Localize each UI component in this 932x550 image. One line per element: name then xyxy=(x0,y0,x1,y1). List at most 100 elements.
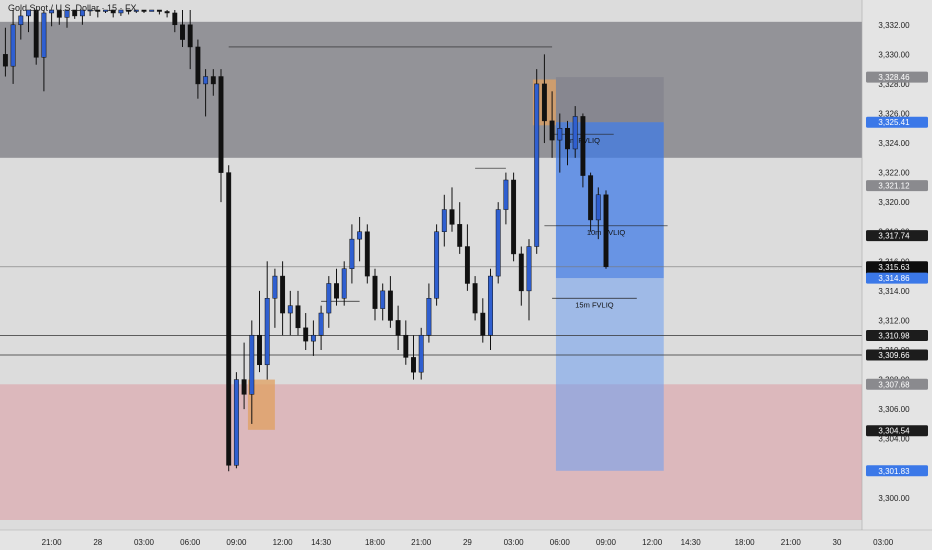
candle xyxy=(110,9,116,18)
candle-body xyxy=(118,9,124,14)
y-tick-label: 3,312.00 xyxy=(878,316,910,325)
price-label-badge xyxy=(866,349,928,361)
x-tick-label: 03:00 xyxy=(504,538,525,547)
price-label-text: 3,307.68 xyxy=(878,380,910,389)
price-label-badge xyxy=(866,180,928,192)
candle xyxy=(241,342,247,410)
lower-demand-zone xyxy=(0,384,862,520)
candle-body xyxy=(395,320,401,336)
candle xyxy=(303,313,309,350)
candle xyxy=(141,9,147,13)
candle-body xyxy=(2,54,8,67)
stop-extension-box xyxy=(555,77,664,123)
candle xyxy=(180,10,185,47)
candle-body xyxy=(411,357,416,373)
candle xyxy=(403,320,409,365)
candle xyxy=(488,268,493,350)
y-tick-label: 3,328.00 xyxy=(878,80,910,89)
x-tick-label: 28 xyxy=(93,538,102,547)
y-tick-label: 3,300.00 xyxy=(878,494,910,503)
candle xyxy=(133,9,139,13)
candle xyxy=(95,9,101,18)
candle-body xyxy=(441,209,447,232)
price-label-text: 3,309.66 xyxy=(878,351,910,360)
x-tick-label: 30 xyxy=(833,538,842,547)
candle xyxy=(318,305,324,350)
candle-body xyxy=(387,290,393,321)
candle xyxy=(541,54,547,144)
y-tick-label: 3,330.00 xyxy=(878,50,910,59)
candle xyxy=(603,190,609,269)
candle-body xyxy=(310,334,316,342)
price-label-badge xyxy=(866,425,928,437)
candle xyxy=(233,372,239,469)
candle-body xyxy=(41,12,47,58)
y-tick-label: 3,326.00 xyxy=(878,109,910,118)
candle xyxy=(280,261,286,336)
candle xyxy=(480,298,486,343)
candle xyxy=(226,165,232,472)
candle-body xyxy=(503,179,509,210)
price-label-text: 3,325.41 xyxy=(878,118,910,127)
x-tick-label: 06:00 xyxy=(180,538,201,547)
candle xyxy=(64,9,70,28)
candle xyxy=(295,290,301,336)
candle-body xyxy=(164,11,170,14)
stop-loss-box xyxy=(555,122,664,279)
candle-body xyxy=(480,312,486,336)
candle xyxy=(218,69,224,203)
candle xyxy=(103,9,108,13)
candle-body xyxy=(565,128,570,150)
candle-body xyxy=(426,298,432,336)
candle-body xyxy=(26,9,31,17)
candle-body xyxy=(141,9,147,12)
x-tick-label: 09:00 xyxy=(226,538,247,547)
candle-body xyxy=(595,194,601,221)
candle-body xyxy=(203,76,209,85)
candle xyxy=(56,9,62,25)
price-label-badge xyxy=(866,378,928,390)
candle xyxy=(49,9,55,27)
x-tick-label: 18:00 xyxy=(735,538,756,547)
candle-body xyxy=(580,116,586,176)
candle-body xyxy=(449,209,455,225)
time-axis-background xyxy=(0,530,932,550)
y-tick-label: 3,322.00 xyxy=(878,169,910,178)
price-label-text: 3,310.98 xyxy=(878,332,910,341)
candle-body xyxy=(511,179,517,255)
candle-body xyxy=(133,9,139,12)
candle xyxy=(10,10,16,84)
candle xyxy=(41,10,47,92)
y-tick-label: 3,320.00 xyxy=(878,198,910,207)
candle xyxy=(287,290,293,336)
candle-body xyxy=(334,283,339,299)
x-tick-label: 29 xyxy=(463,538,472,547)
candle-body xyxy=(33,9,39,58)
candle-body xyxy=(403,334,409,358)
candle xyxy=(264,261,270,380)
candle xyxy=(572,106,578,158)
price-label-text: 3,301.83 xyxy=(878,467,910,476)
x-tick-label: 18:00 xyxy=(365,538,386,547)
candle-body xyxy=(495,209,501,277)
y-tick-label: 3,306.00 xyxy=(878,405,910,414)
candle-body xyxy=(156,9,162,12)
candle xyxy=(257,290,262,373)
candle-body xyxy=(56,9,62,18)
candle-body xyxy=(195,46,201,85)
candle-body xyxy=(557,128,563,141)
candle-body xyxy=(87,9,93,12)
candle-body xyxy=(210,76,216,85)
candle xyxy=(172,10,178,33)
candle-body xyxy=(541,83,547,122)
candle-body xyxy=(357,231,363,240)
price-label-badge xyxy=(866,465,928,477)
candle xyxy=(72,9,78,19)
candle xyxy=(249,320,255,424)
candle xyxy=(164,10,170,18)
candle xyxy=(565,120,570,166)
candle xyxy=(434,224,440,306)
candle xyxy=(387,276,393,328)
candle xyxy=(472,276,478,321)
